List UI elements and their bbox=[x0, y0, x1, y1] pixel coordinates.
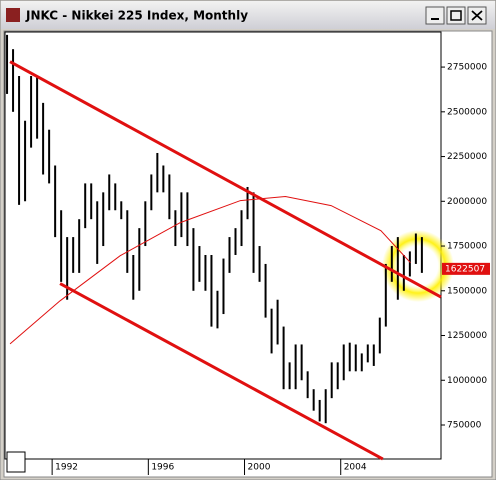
window-title: JNKC - Nikkei 225 Index, Monthly bbox=[25, 9, 248, 23]
window-buttons[interactable] bbox=[425, 6, 487, 25]
maximize-button[interactable] bbox=[446, 6, 466, 25]
x-tick-label: 1992 bbox=[55, 463, 78, 473]
y-tick-label: 1500000 bbox=[447, 286, 487, 296]
last-price-box bbox=[442, 262, 490, 275]
y-tick-label: 1750000 bbox=[447, 242, 487, 252]
x-tick-label: 2000 bbox=[248, 463, 271, 473]
x-tick-label: 1996 bbox=[151, 463, 174, 473]
y-tick-label: 2250000 bbox=[447, 152, 487, 162]
last-price-label: 1622507 bbox=[445, 264, 485, 274]
close-glyph bbox=[471, 10, 483, 21]
y-tick-label: 1250000 bbox=[447, 331, 487, 341]
y-tick-label: 2750000 bbox=[447, 63, 487, 73]
title-bar bbox=[1, 1, 495, 29]
y-tick-label: 2500000 bbox=[447, 107, 487, 117]
x-tick-label: 2004 bbox=[344, 463, 367, 473]
app-icon bbox=[6, 8, 20, 22]
corner-box bbox=[6, 451, 26, 473]
highlight-glow bbox=[382, 230, 454, 302]
trend-line bbox=[9, 60, 442, 299]
moving-average bbox=[9, 195, 411, 345]
trend-line bbox=[59, 282, 384, 461]
maximize-glyph bbox=[450, 10, 462, 21]
minimize-button[interactable] bbox=[425, 6, 445, 25]
y-tick-label: 1000000 bbox=[447, 376, 487, 386]
y-tick-label: 2000000 bbox=[447, 197, 487, 207]
y-tick-label: 750000 bbox=[447, 420, 482, 430]
